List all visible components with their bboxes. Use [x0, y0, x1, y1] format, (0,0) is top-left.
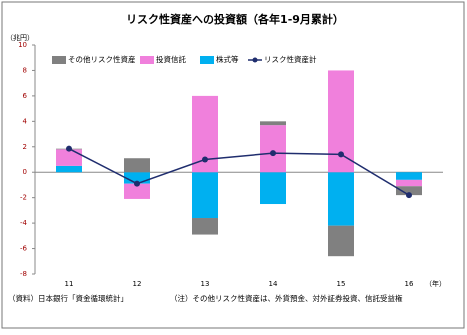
bar-segment: [396, 172, 422, 180]
x-tick-label: 11: [65, 280, 74, 288]
chart-title: リスク性資産への投資額（各年1-9月累計）: [126, 12, 344, 26]
bar-segment: [124, 172, 150, 184]
line-marker: [338, 151, 344, 158]
y-tick-label: 2: [23, 143, 27, 151]
x-axis-label: （年）: [425, 279, 446, 288]
x-tick-label: 13: [201, 280, 210, 288]
line-marker: [134, 180, 140, 187]
bar-segment: [396, 186, 422, 196]
y-tick-label: -6: [20, 245, 28, 253]
line-marker: [202, 156, 208, 163]
footnote: （注）その他リスク性資産は、外貨預金、対外証券投資、信託受益権: [170, 293, 403, 303]
bar-segment: [328, 225, 354, 257]
bar-segment: [192, 218, 218, 235]
x-tick-label: 16: [405, 280, 414, 288]
legend-swatch: [140, 56, 154, 64]
y-tick-label: 0: [23, 168, 27, 176]
bar-segment: [192, 172, 218, 219]
bar-segment: [260, 172, 286, 205]
legend-swatch: [252, 57, 258, 63]
line-marker: [270, 150, 276, 157]
bar-segment: [328, 172, 354, 226]
y-axis-label: （兆円）: [6, 33, 34, 42]
y-tick-label: 6: [23, 92, 28, 100]
y-tick-label: 4: [23, 117, 28, 125]
footnote: （資料）日本銀行「資金循環統計」: [8, 293, 128, 303]
legend-swatch: [52, 56, 66, 64]
line-marker: [66, 145, 72, 152]
y-tick-label: -2: [20, 194, 27, 202]
y-tick-label: -4: [20, 219, 28, 227]
legend-label: 株式等: [216, 54, 239, 64]
y-tick-label: 8: [23, 66, 27, 74]
line-marker: [406, 192, 412, 199]
x-tick-label: 14: [269, 280, 278, 288]
bar-segment: [396, 179, 422, 187]
x-tick-label: 12: [133, 280, 142, 288]
legend-label: その他リスク性資産: [68, 54, 136, 64]
y-tick-label: -8: [20, 270, 27, 278]
bar-segment: [56, 149, 82, 166]
bar-segment: [56, 165, 82, 173]
legend-label: リスク性資産計: [264, 54, 317, 64]
bar-segment: [124, 183, 150, 199]
x-tick-label: 15: [337, 280, 346, 288]
legend-label: 投資信託: [156, 54, 186, 64]
bar-segment: [260, 125, 286, 173]
legend-swatch: [200, 56, 214, 64]
line: [68, 148, 410, 196]
bar-segment: [260, 121, 286, 126]
bar-segment: [124, 158, 150, 173]
y-tick-label: 10: [18, 41, 27, 49]
